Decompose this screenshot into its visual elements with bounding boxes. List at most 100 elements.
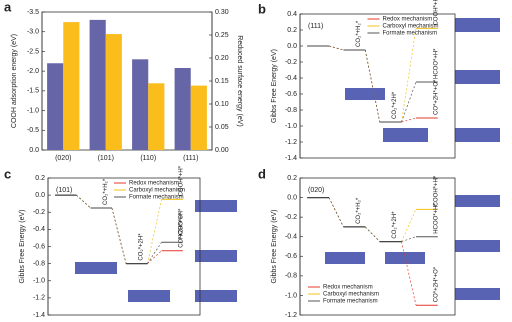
y-tick-label: -3.0 — [27, 29, 39, 36]
state-label: CO*+2H*+O* — [178, 212, 184, 248]
legend-label: Carboxyl mechanism — [383, 24, 439, 30]
panel-label: d — [258, 166, 266, 181]
legend-label: Redox mechanism — [129, 181, 179, 187]
y-tick-label: -1.2 — [285, 139, 297, 146]
y-tick-label: 0.0 — [35, 192, 45, 199]
y-tick-label: -1.0 — [27, 107, 39, 114]
y-axis-title: Gibbs Free Energy (eV) — [271, 49, 278, 123]
structure-image — [195, 200, 237, 212]
legend-label: Redox mechanism — [383, 17, 433, 23]
y-tick-label: -2.0 — [27, 68, 39, 75]
connector — [401, 81, 417, 123]
state-label: CO₂*+H₂* — [356, 20, 362, 47]
y-axis-title: Gibbs Free Energy (eV) — [271, 210, 278, 284]
state-label: COOH*+H* — [433, 175, 439, 206]
y-tick-label: -1.0 — [285, 123, 297, 130]
structure-image — [75, 262, 117, 274]
bar — [190, 85, 207, 150]
state-label: CO₂*+H₂* — [356, 197, 362, 224]
panel-label: a — [4, 0, 12, 14]
bar — [174, 67, 191, 150]
state-label: CO₂*+2H* — [392, 91, 398, 119]
y-tick-label: -1.5 — [27, 88, 39, 95]
y-tick-label: -1.0 — [285, 292, 297, 299]
bar — [148, 83, 165, 150]
y-tick-label: 0.0 — [287, 194, 297, 201]
annotation: (101) — [56, 187, 72, 194]
y-tick-label: 0.0 — [29, 147, 39, 154]
state-label: HCOO*+H* — [178, 208, 184, 239]
y-tick-label: 0.4 — [287, 11, 297, 18]
structure-image — [455, 18, 500, 32]
connector — [401, 28, 417, 123]
y-tick-label: -0.6 — [285, 91, 297, 98]
connector — [401, 241, 417, 306]
y-tick-label: -0.2 — [33, 209, 45, 216]
connector — [147, 199, 162, 264]
y-tick-label: -1.4 — [33, 312, 45, 319]
y-tick-label: 0.20 — [215, 55, 229, 62]
connector — [401, 209, 417, 242]
y-tick-label: -1.4 — [285, 155, 297, 162]
structure-image — [325, 252, 365, 264]
y-tick-label: -0.5 — [27, 127, 39, 134]
x-tick-label: (101) — [98, 155, 114, 162]
y-tick-label: 0.0 — [287, 43, 297, 50]
state-label: CO₂*+2H* — [392, 211, 398, 239]
y-tick-label: -0.4 — [285, 75, 297, 82]
structure-image — [455, 128, 500, 142]
state-label: HCOO*+H* — [433, 48, 439, 79]
state-label: COOH*+H* — [178, 165, 184, 196]
legend-label: Formate mechanism — [383, 31, 438, 37]
connector — [328, 45, 344, 51]
bar — [47, 63, 64, 150]
panel-label: b — [258, 1, 266, 16]
y-tick-label: 0.00 — [215, 147, 229, 154]
annotation: (020) — [308, 187, 324, 194]
y-tick-label: -1.2 — [285, 312, 297, 319]
annotation: (111) — [308, 23, 323, 30]
y-axis-title: Gibbs Free Energy (eV) — [19, 210, 26, 284]
connector — [364, 49, 381, 123]
y-tick-label: -0.6 — [285, 253, 297, 260]
connector — [401, 117, 417, 123]
y-axis-title: COOH adsorption energy (eV) — [11, 34, 18, 128]
connector — [111, 207, 127, 264]
y-tick-label: 0.10 — [215, 101, 229, 108]
legend-label: Formate mechanism — [129, 195, 184, 201]
y-tick-label: 0.25 — [215, 32, 229, 39]
y-tick-label: -0.4 — [33, 226, 45, 233]
y-tick-label: -2.5 — [27, 48, 39, 55]
structure-images — [75, 18, 500, 302]
x-tick-label: (020) — [55, 155, 71, 162]
connector — [147, 250, 162, 264]
y-tick-label: 0.05 — [215, 124, 229, 131]
structure-image — [345, 88, 385, 100]
state-label: CO₂*+2H* — [138, 233, 144, 261]
y-tick-label: 0.2 — [287, 175, 297, 182]
structure-image — [195, 290, 237, 302]
y-tick-label: -0.2 — [285, 59, 297, 66]
connector — [365, 226, 380, 242]
y-tick-label: -1.2 — [33, 295, 45, 302]
state-label: CO₂*+H₂* — [103, 178, 109, 205]
bar — [89, 19, 106, 151]
state-label: COOH*+H* — [433, 0, 439, 25]
structure-image — [195, 250, 237, 262]
y-tick-label: -0.8 — [285, 273, 297, 280]
connector — [401, 236, 417, 242]
y-tick-label: 0.30 — [215, 9, 229, 16]
y-tick-label: 0.2 — [35, 175, 45, 182]
bar — [105, 34, 122, 150]
legend-label: Formate mechanism — [323, 299, 378, 305]
y-tick-label: 0.15 — [215, 78, 229, 85]
connector — [328, 197, 344, 228]
state-label: CO*+2H*+O* — [433, 266, 439, 302]
connector — [76, 194, 91, 209]
y-tick-label: -3.5 — [27, 9, 39, 16]
y-tick-label: 0.2 — [287, 27, 297, 34]
legend-label: Carboxyl mechanism — [129, 188, 185, 194]
structure-image — [455, 195, 500, 207]
state-label: HCOO*+H* — [433, 203, 439, 234]
